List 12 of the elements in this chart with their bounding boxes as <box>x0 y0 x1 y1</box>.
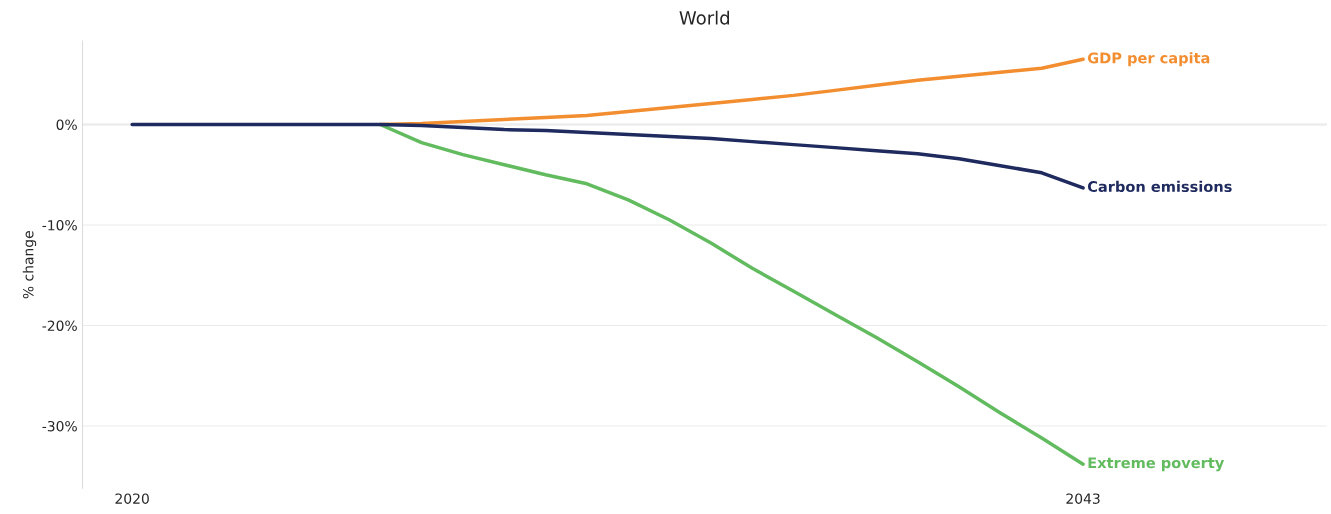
y-axis-title: % change <box>22 231 37 299</box>
y-tick-label: -20% <box>42 320 77 331</box>
series-label: Carbon emissions <box>1087 180 1232 193</box>
series-label: GDP per capita <box>1087 52 1210 67</box>
chart-title: World <box>679 10 729 25</box>
y-tick-label: -30% <box>42 420 77 432</box>
series-label: Extreme poverty <box>1088 457 1225 472</box>
y-tick-label: 0% <box>56 119 77 130</box>
y-tick-label: -10% <box>42 219 77 231</box>
line-series <box>130 122 1085 190</box>
x-tick-label: 2043 <box>1066 493 1100 504</box>
x-tick-label: 2020 <box>115 493 149 504</box>
